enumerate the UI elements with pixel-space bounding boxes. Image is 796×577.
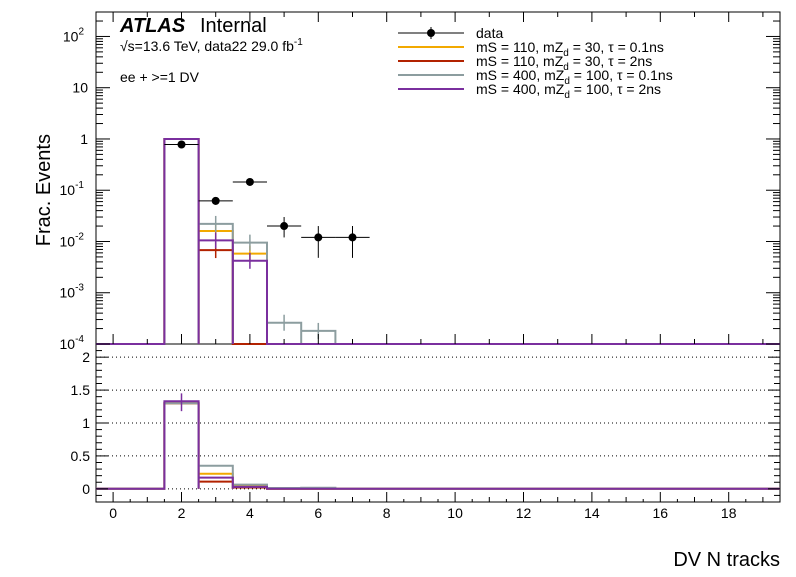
y-tick-base: 10 [60, 336, 76, 352]
legend-data-marker [427, 29, 435, 37]
legend-label-3: mS = 400, mZd = 100, τ = 2ns [476, 81, 661, 101]
legend-label-subscript: d [564, 90, 570, 101]
y-tick-exponent: -2 [75, 231, 84, 242]
top-series-3 [96, 138, 780, 345]
legend-label-suffix: = 100, τ = 0.1ns [570, 67, 673, 83]
legend-label-prefix: mS = 110, mZ [476, 39, 564, 55]
legend-label-subscript: d [564, 76, 570, 87]
legend-label-subscript: d [563, 48, 569, 59]
y-tick-exponent: -4 [75, 334, 84, 345]
legend-label-suffix: = 30, τ = 0.1ns [569, 39, 664, 55]
y-tick-base: 10 [63, 28, 79, 44]
x-axis-title: DV N tracks [673, 549, 780, 571]
x-tick-label: 8 [383, 505, 391, 521]
legend-label-0: mS = 110, mZd = 30, τ = 0.1ns [476, 39, 664, 59]
y-tick-label: 10 [72, 80, 88, 96]
data-point [314, 233, 323, 242]
energy-lumi-text: √s=13.6 TeV, data22 29.0 fb [120, 38, 294, 54]
x-tick-label: 12 [516, 505, 532, 521]
x-tick-label: 10 [447, 505, 463, 521]
y-tick-label: 102 [63, 26, 85, 44]
legend-label-prefix: mS = 110, mZ [476, 53, 564, 69]
y-tick-label: 10-3 [60, 283, 85, 301]
axis-ticks [96, 11, 780, 503]
x-tick-label: 4 [246, 505, 254, 521]
y-tick-exponent: 2 [78, 26, 84, 37]
data-point [211, 196, 220, 205]
selection-label: ee + >=1 DV [120, 69, 200, 85]
legend-label-suffix: = 100, τ = 2ns [570, 81, 661, 97]
x-tick-label: 6 [314, 505, 322, 521]
energy-lumi-label: √s=13.6 TeV, data22 29.0 fb-1 [120, 37, 303, 54]
y-tick-base: 10 [60, 285, 76, 301]
ratio-series-3 [96, 400, 780, 490]
x-tick-label: 16 [653, 505, 669, 521]
y-tick-label: 10-4 [60, 334, 85, 352]
y-tick-exponent: -1 [75, 180, 84, 191]
legend-label-2: mS = 400, mZd = 100, τ = 0.1ns [476, 67, 673, 87]
ratio-histograms [96, 400, 780, 490]
ratio-y-tick-label: 0 [82, 481, 90, 497]
ratio-y-tick-label: 2 [82, 349, 90, 365]
data-points [164, 140, 370, 412]
lumi-exponent: -1 [294, 37, 303, 48]
y-tick-base: 10 [60, 182, 76, 198]
y-tick-exponent: -3 [75, 283, 84, 294]
data-point [348, 233, 357, 242]
data-point [280, 222, 289, 231]
y-tick-label: 10-1 [60, 180, 85, 198]
y-axis-title: Frac. Events [33, 134, 55, 246]
ratio-y-tick-label: 0.5 [71, 448, 91, 464]
atlas-status: Internal [200, 15, 267, 37]
legend-label-prefix: mS = 400, mZ [476, 67, 565, 83]
legend-label-subscript: d [563, 62, 569, 73]
data-point [177, 140, 186, 149]
x-tick-label: 14 [584, 505, 600, 521]
y-tick-label: 1 [80, 131, 88, 147]
ratio-y-tick-label: 1 [82, 415, 90, 431]
x-tick-label: 2 [178, 505, 186, 521]
ratio-y-tick-label: 1.5 [71, 382, 91, 398]
y-tick-base: 1 [80, 131, 88, 147]
x-tick-label: 18 [721, 505, 737, 521]
y-tick-base: 10 [60, 233, 76, 249]
y-tick-label: 10-2 [60, 231, 85, 249]
legend-label-prefix: mS = 400, mZ [476, 81, 565, 97]
top-histograms [96, 138, 780, 345]
y-tick-base: 10 [72, 80, 88, 96]
atlas-label: ATLAS [119, 15, 186, 37]
legend-label-1: mS = 110, mZd = 30, τ = 2ns [476, 53, 652, 73]
x-tick-label: 0 [109, 505, 117, 521]
legend-data-label: data [476, 25, 503, 41]
legend-label-suffix: = 30, τ = 2ns [569, 53, 652, 69]
data-point [245, 177, 254, 186]
tick-labels: 0 2 4 6 8 10 12 14 16 1810-410-310-210-111010200.… [60, 26, 737, 521]
